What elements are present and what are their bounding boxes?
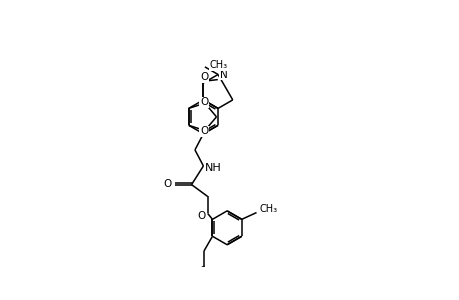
Text: CH₃: CH₃ [259, 205, 277, 214]
Text: O: O [200, 126, 208, 136]
Text: CH₃: CH₃ [209, 60, 227, 70]
Text: O: O [197, 211, 206, 221]
Text: O: O [163, 179, 171, 189]
Text: O: O [200, 72, 208, 82]
Text: N: N [219, 70, 227, 80]
Text: NH: NH [205, 163, 221, 173]
Text: O: O [200, 98, 208, 107]
